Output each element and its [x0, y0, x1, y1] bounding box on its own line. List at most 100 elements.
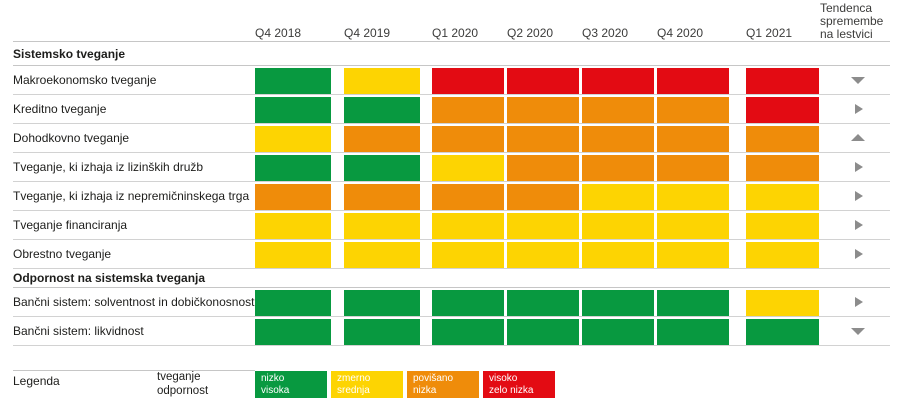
- risk-cell: [344, 184, 420, 210]
- risk-cell: [255, 126, 331, 152]
- risk-row: Tveganje, ki izhaja iz nepremičninskega …: [13, 182, 890, 211]
- risk-row: Bančni sistem: solventnost in dobičkonos…: [13, 288, 890, 317]
- risk-row: Dohodkovno tveganje: [13, 124, 890, 153]
- legend-box: nizko visoka: [255, 371, 327, 398]
- risk-cell: [255, 319, 331, 345]
- risk-cell: [344, 68, 420, 94]
- risk-cell: [582, 242, 654, 268]
- risk-row: Makroekonomsko tveganje: [13, 66, 890, 95]
- header-divider: [13, 41, 890, 42]
- risk-cell: [507, 290, 579, 316]
- risk-cell: [344, 97, 420, 123]
- column-header: Q1 2021: [746, 26, 793, 40]
- trend-arrow-right-icon: [855, 297, 863, 307]
- risk-cell: [746, 97, 819, 123]
- risk-cell: [582, 126, 654, 152]
- legend-box-resilience-label: srednja: [337, 384, 370, 396]
- risk-cell: [255, 213, 331, 239]
- risk-cell: [432, 68, 504, 94]
- risk-cell: [582, 184, 654, 210]
- legend-box: visoko zelo nizka: [483, 371, 555, 398]
- risk-cell: [746, 155, 819, 181]
- legend-axis-labels: tveganje odpornost: [157, 371, 208, 398]
- legend-title: Legenda: [13, 374, 60, 388]
- risk-row: Kreditno tveganje: [13, 95, 890, 124]
- risk-row-label: Makroekonomsko tveganje: [13, 73, 157, 87]
- risk-row-label: Dohodkovno tveganje: [13, 131, 130, 145]
- column-header: Q4 2020: [657, 26, 704, 40]
- column-header: Q1 2020: [432, 26, 479, 40]
- risk-cell: [657, 319, 729, 345]
- trend-arrow-down-icon: [851, 328, 865, 335]
- risk-row: Bančni sistem: likvidnost: [13, 317, 890, 346]
- risk-row-label: Bančni sistem: likvidnost: [13, 324, 144, 338]
- trend-arrow-down-icon: [851, 77, 865, 84]
- risk-cell: [746, 290, 819, 316]
- risk-cell: [507, 97, 579, 123]
- risk-cell: [507, 184, 579, 210]
- risk-cell: [582, 319, 654, 345]
- risk-cell: [344, 126, 420, 152]
- risk-cell: [657, 155, 729, 181]
- risk-cell: [746, 242, 819, 268]
- risk-cell: [432, 184, 504, 210]
- legend-axis-resilience: odpornost: [157, 384, 209, 397]
- risk-cell: [255, 97, 331, 123]
- risk-cell: [746, 184, 819, 210]
- risk-cell: [746, 213, 819, 239]
- risk-row: Obrestno tveganje: [13, 240, 890, 269]
- risk-row-label: Tveganje, ki izhaja iz nepremičninskega …: [13, 189, 250, 203]
- risk-row-label: Obrestno tveganje: [13, 247, 112, 261]
- trend-arrow-right-icon: [855, 104, 863, 114]
- risk-cell: [507, 319, 579, 345]
- risk-cell: [746, 126, 819, 152]
- risk-row-label: Tveganje, ki izhaja iz lizinških družb: [13, 160, 204, 174]
- risk-cell: [746, 319, 819, 345]
- legend-divider: [13, 370, 255, 371]
- risk-cell: [507, 68, 579, 94]
- risk-cell: [432, 242, 504, 268]
- risk-cell: [255, 68, 331, 94]
- trend-arrow-up-icon: [851, 134, 865, 141]
- risk-cell: [746, 68, 819, 94]
- risk-cell: [432, 213, 504, 239]
- risk-row-label: Bančni sistem: solventnost in dobičkonos…: [13, 295, 255, 309]
- column-header: Q4 2018: [255, 26, 302, 40]
- risk-cell: [344, 319, 420, 345]
- risk-cell: [344, 155, 420, 181]
- legend-box: zmerno srednja: [331, 371, 403, 398]
- risk-cell: [582, 68, 654, 94]
- risk-cell: [255, 242, 331, 268]
- risk-cell: [432, 290, 504, 316]
- column-header: Q3 2020: [582, 26, 629, 40]
- risk-cell: [255, 184, 331, 210]
- legend-box: povišano nizka: [407, 371, 479, 398]
- risk-cell: [657, 290, 729, 316]
- risk-cell: [582, 97, 654, 123]
- risk-row-label: Tveganje financiranja: [13, 218, 128, 232]
- legend-box-risk-label: povišano: [413, 373, 454, 384]
- risk-cell: [657, 184, 729, 210]
- risk-cell: [657, 213, 729, 239]
- legend-box-risk-label: visoko: [489, 373, 518, 384]
- trend-arrow-right-icon: [855, 191, 863, 201]
- risk-cell: [255, 290, 331, 316]
- risk-cell: [582, 155, 654, 181]
- risk-cell: [432, 126, 504, 152]
- risk-cell: [657, 126, 729, 152]
- trend-column-header: Tendenca spremembe na lestvici: [820, 1, 884, 41]
- section-title: Odpornost na sistemska tveganja: [13, 269, 890, 288]
- legend-box-resilience-label: zelo nizka: [489, 384, 534, 396]
- risk-row-label: Kreditno tveganje: [13, 102, 107, 116]
- risk-cell: [432, 155, 504, 181]
- legend-box-resilience-label: visoka: [261, 384, 290, 396]
- risk-row: Tveganje financiranja: [13, 211, 890, 240]
- legend-box-risk-label: zmerno: [337, 373, 371, 384]
- trend-arrow-right-icon: [855, 249, 863, 259]
- risk-row: Tveganje, ki izhaja iz lizinških družb: [13, 153, 890, 182]
- risk-cell: [582, 290, 654, 316]
- risk-cell: [507, 213, 579, 239]
- risk-cell: [582, 213, 654, 239]
- risk-cell: [344, 290, 420, 316]
